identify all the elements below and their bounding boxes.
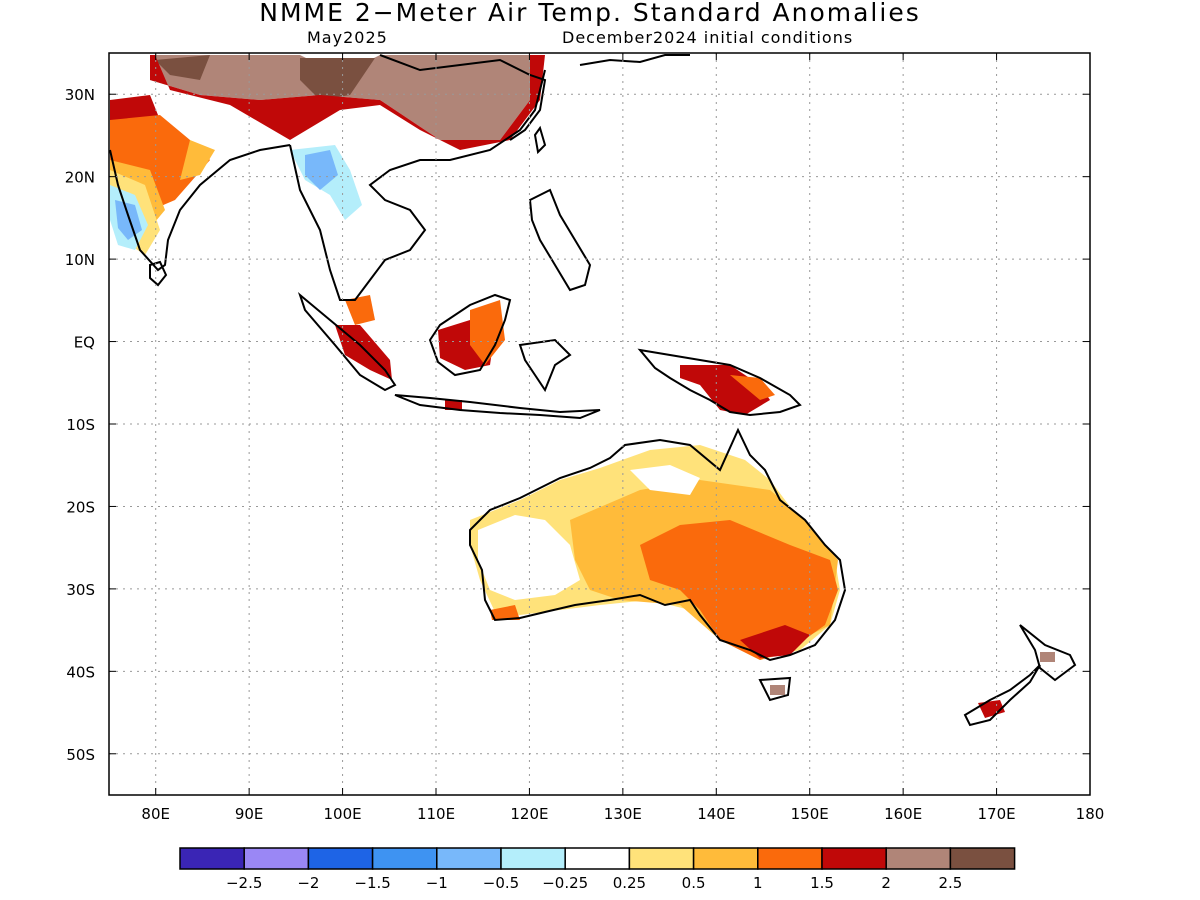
legend-label: 0.5 xyxy=(682,874,706,892)
lon-tick-label: 170E xyxy=(978,805,1016,823)
lon-tick-label: 140E xyxy=(697,805,735,823)
anomaly-aus-southwest xyxy=(490,605,520,620)
coast-philippines xyxy=(528,188,592,292)
coastlines xyxy=(109,54,1077,727)
lon-tick-label: 150E xyxy=(791,805,829,823)
anomaly-aus-southeast-red xyxy=(740,625,810,658)
anomaly-aus-hot xyxy=(640,520,838,660)
coast-srilanka xyxy=(149,260,168,287)
anomaly-tibet xyxy=(150,55,530,140)
lon-tick-label: 120E xyxy=(510,805,548,823)
anomaly-tibet-core xyxy=(155,55,375,100)
anomaly-newguinea-warm xyxy=(730,375,775,400)
anomaly-sumatra xyxy=(335,325,392,380)
lat-tick-label: 50S xyxy=(66,746,95,764)
coast-india xyxy=(109,144,291,272)
coast-indochina xyxy=(289,69,546,301)
legend-swatch xyxy=(564,847,631,870)
legend-swatch xyxy=(821,847,887,870)
coast-newguinea xyxy=(637,348,802,417)
legend-label: −1.5 xyxy=(354,874,390,892)
legend-label: 2 xyxy=(881,874,891,892)
anomaly-aus-neutral xyxy=(478,465,700,600)
legend-label: −2.5 xyxy=(226,874,262,892)
legend-label: −0.25 xyxy=(542,874,588,892)
lat-tick-label: 10S xyxy=(66,416,95,434)
anomaly-myanmar-cold xyxy=(305,150,338,190)
coast-tasmania xyxy=(758,676,792,702)
longitude-axis: 80E 90E 100E 110E 120E 130E 140E 150E 160E 170E 18… xyxy=(141,53,1104,823)
color-legend: −2.5 −2 −1.5 −1 −0.5 −0.25 0.25 0.5 1 1.5 2 2.5 xyxy=(179,847,1016,892)
coast-nz-north xyxy=(1019,624,1077,682)
legend-label: −0.5 xyxy=(483,874,519,892)
anomaly-borneo-warm xyxy=(470,300,505,365)
lat-tick-label: 20S xyxy=(66,498,95,516)
lon-tick-label: 80E xyxy=(141,805,170,823)
legend-swatch xyxy=(371,847,438,870)
coast-china xyxy=(379,54,547,141)
lat-tick-label: EQ xyxy=(74,334,95,352)
lon-tick-label: 180 xyxy=(1076,805,1105,823)
anomaly-india-cold xyxy=(115,200,142,240)
legend-swatch xyxy=(179,847,245,870)
graticule xyxy=(109,53,1090,795)
lat-tick-label: 10N xyxy=(65,251,95,269)
legend-label: −2 xyxy=(297,874,319,892)
legend-label: 1.5 xyxy=(810,874,834,892)
lon-tick-label: 90E xyxy=(235,805,264,823)
legend-label: 1 xyxy=(753,874,763,892)
anomaly-shading xyxy=(110,55,1055,718)
coast-japan-south xyxy=(579,54,690,66)
legend-label: 0.25 xyxy=(613,874,646,892)
legend-label: 2.5 xyxy=(938,874,962,892)
lon-tick-label: 160E xyxy=(884,805,922,823)
legend-swatch xyxy=(628,847,695,870)
legend-swatch xyxy=(949,847,1016,870)
legend-swatch xyxy=(436,847,502,870)
anomaly-sumatra-warm xyxy=(345,295,375,325)
legend-label: −1 xyxy=(426,874,448,892)
anomaly-java xyxy=(445,400,462,410)
lon-tick-label: 130E xyxy=(604,805,642,823)
init-conditions-label: December2024 initial conditions xyxy=(562,28,854,47)
lon-tick-label: 100E xyxy=(324,805,362,823)
legend-swatch xyxy=(885,847,952,870)
lat-tick-label: 20N xyxy=(65,169,95,187)
coast-taiwan xyxy=(533,125,547,155)
map-plot-area xyxy=(109,53,1090,795)
coast-borneo xyxy=(428,293,512,377)
anomaly-nz-south xyxy=(978,700,1005,718)
anomaly-india-north xyxy=(110,55,545,150)
coast-sulawesi xyxy=(518,338,572,393)
coast-nz-south xyxy=(963,664,1041,727)
legend-swatch xyxy=(500,847,566,870)
legend-swatch xyxy=(692,847,759,870)
coast-java xyxy=(394,394,601,420)
lat-tick-label: 30N xyxy=(65,86,95,104)
map-title: NMME 2−Meter Air Temp. Standard Anomalie… xyxy=(259,0,921,27)
coast-australia xyxy=(469,427,847,662)
lat-tick-label: 30S xyxy=(66,581,95,599)
lon-tick-label: 110E xyxy=(417,805,455,823)
legend-swatch xyxy=(757,847,823,870)
anomaly-tasmania xyxy=(770,685,785,695)
anomaly-nz-north xyxy=(1040,652,1055,662)
legend-swatch xyxy=(243,847,310,870)
coast-sumatra xyxy=(297,291,397,392)
valid-month-label: May2025 xyxy=(307,28,388,47)
latitude-axis: 30N 20N 10N EQ 10S 20S 30S 40S 50S xyxy=(65,86,1090,764)
legend-swatch xyxy=(307,847,374,870)
lat-tick-label: 40S xyxy=(66,663,95,681)
